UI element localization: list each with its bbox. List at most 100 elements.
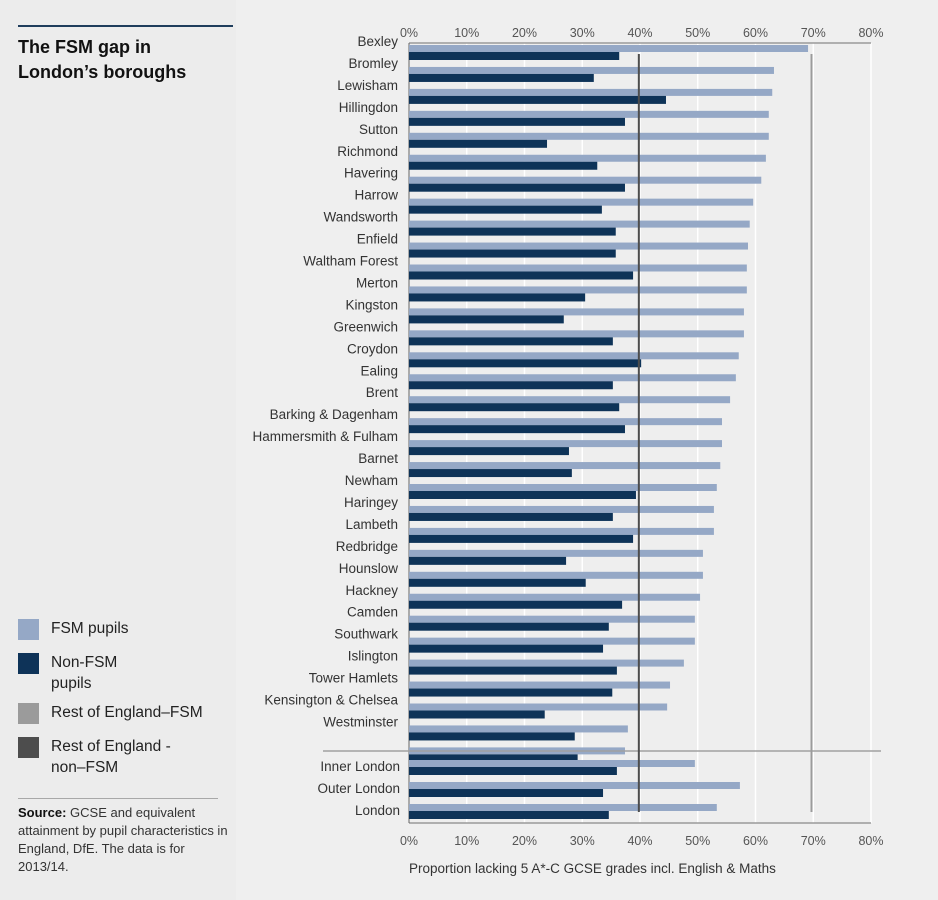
source-rule bbox=[18, 798, 218, 799]
category-label: Hillingdon bbox=[339, 100, 398, 115]
summary-bar-fsm bbox=[409, 760, 695, 767]
bar-non-fsm bbox=[409, 73, 594, 82]
category-label: Richmond bbox=[337, 144, 398, 159]
category-label: Merton bbox=[356, 275, 398, 290]
legend-item-fsm: FSM pupils bbox=[18, 618, 233, 652]
bar-non-fsm bbox=[409, 732, 575, 741]
category-label: Islington bbox=[348, 649, 398, 664]
bar-non-fsm bbox=[409, 534, 634, 543]
bar-non-fsm bbox=[409, 447, 569, 456]
x-tick-label-bottom: 20% bbox=[512, 834, 537, 848]
category-label: Camden bbox=[347, 605, 398, 620]
source-note: Source: GCSE and equivalent attainment b… bbox=[18, 804, 228, 876]
bar-non-fsm bbox=[409, 227, 616, 236]
legend-swatch-fsm bbox=[18, 619, 39, 640]
summary-bar-fsm bbox=[409, 804, 717, 811]
bar-non-fsm bbox=[409, 205, 602, 214]
category-label: Redbridge bbox=[336, 539, 398, 554]
category-label: Hackney bbox=[345, 583, 398, 598]
x-axis-label: Proportion lacking 5 A*-C GCSE grades in… bbox=[409, 861, 776, 876]
bar-non-fsm bbox=[409, 403, 620, 412]
category-label: Harrow bbox=[354, 188, 398, 203]
x-tick-label-bottom: 80% bbox=[858, 834, 883, 848]
category-label: Brent bbox=[366, 385, 399, 400]
legend-item-non-fsm: Non-FSM pupils bbox=[18, 652, 233, 702]
bar-non-fsm bbox=[409, 754, 578, 763]
bar-non-fsm bbox=[409, 337, 613, 346]
bar-non-fsm bbox=[409, 600, 623, 609]
category-label: Bromley bbox=[348, 56, 398, 71]
x-tick-label-top: 70% bbox=[801, 26, 826, 40]
bar-fsm bbox=[409, 88, 773, 96]
category-label: Greenwich bbox=[333, 319, 398, 334]
category-label: Haringey bbox=[344, 495, 398, 510]
bar-fsm bbox=[409, 484, 717, 491]
summary-bar-non-fsm bbox=[409, 811, 609, 819]
bar-non-fsm bbox=[409, 183, 625, 192]
x-tick-label-bottom: 40% bbox=[627, 834, 652, 848]
category-label: Wandsworth bbox=[323, 210, 398, 225]
category-label: Bexley bbox=[357, 34, 398, 49]
bar-non-fsm bbox=[409, 578, 586, 587]
summary-category-label: Outer London bbox=[317, 781, 400, 796]
bar-fsm bbox=[409, 637, 695, 645]
x-tick-label-top: 30% bbox=[570, 26, 595, 40]
bar-non-fsm bbox=[409, 644, 604, 653]
bar-fsm bbox=[409, 462, 721, 470]
x-tick-label-bottom: 30% bbox=[570, 834, 595, 848]
category-label: Southwark bbox=[334, 627, 398, 642]
bar-fsm bbox=[409, 505, 714, 513]
bar-non-fsm bbox=[409, 52, 620, 60]
x-tick-label-top: 40% bbox=[627, 26, 652, 40]
legend-label-rest-non-fsm: Rest of England -non–FSM bbox=[51, 738, 171, 776]
bar-fsm bbox=[409, 264, 747, 272]
bar-non-fsm bbox=[409, 359, 642, 368]
category-label: Enfield bbox=[357, 232, 398, 247]
x-tick-label-bottom: 10% bbox=[454, 834, 479, 848]
bar-non-fsm bbox=[409, 293, 586, 302]
category-label: Kensington & Chelsea bbox=[264, 693, 398, 708]
x-tick-label-top: 60% bbox=[743, 26, 768, 40]
bar-fsm bbox=[409, 352, 739, 360]
bar-fsm bbox=[409, 681, 671, 689]
bar-fsm bbox=[409, 154, 766, 162]
bar-non-fsm bbox=[409, 556, 567, 565]
bar-non-fsm bbox=[409, 512, 613, 521]
bar-fsm bbox=[409, 725, 628, 733]
category-label: Newham bbox=[345, 473, 398, 488]
legend-swatch-non-fsm bbox=[18, 653, 39, 674]
x-tick-label-top: 0% bbox=[400, 26, 418, 40]
legend-label-non-fsm: Non-FSM pupils bbox=[51, 654, 118, 692]
x-tick-label-top: 50% bbox=[685, 26, 710, 40]
x-tick-label-top: 80% bbox=[858, 26, 883, 40]
bar-fsm bbox=[409, 703, 668, 711]
bar-fsm bbox=[409, 176, 762, 184]
category-label: Barking & Dagenham bbox=[270, 407, 398, 422]
category-label: Ealing bbox=[360, 363, 398, 378]
summary-bar-fsm bbox=[409, 782, 740, 789]
bar-fsm bbox=[409, 308, 744, 316]
legend-item-rest-fsm: Rest of England–FSM bbox=[18, 702, 233, 736]
bar-non-fsm bbox=[409, 469, 572, 478]
category-label: Croydon bbox=[347, 341, 398, 356]
summary-category-label: Inner London bbox=[320, 759, 400, 774]
left-panel: The FSM gap in London’s boroughs FSM pup… bbox=[0, 0, 236, 900]
bar-fsm bbox=[409, 330, 744, 338]
bar-non-fsm bbox=[409, 271, 634, 280]
bar-non-fsm bbox=[409, 139, 548, 148]
bar-fsm bbox=[409, 396, 731, 404]
legend: FSM pupils Non-FSM pupils Rest of Englan… bbox=[18, 618, 233, 776]
summary-bar-non-fsm bbox=[409, 767, 617, 775]
category-label: Lewisham bbox=[337, 78, 398, 93]
bar-fsm bbox=[409, 615, 695, 623]
bar-fsm bbox=[409, 374, 736, 382]
x-tick-label-top: 20% bbox=[512, 26, 537, 40]
chart-title: The FSM gap in London’s boroughs bbox=[18, 37, 187, 82]
source-text: GCSE and equivalent attainment by pupil … bbox=[18, 805, 228, 874]
bar-fsm bbox=[409, 286, 747, 294]
bar-fsm bbox=[409, 440, 723, 448]
category-label: Sutton bbox=[359, 122, 398, 137]
category-label: Waltham Forest bbox=[303, 254, 398, 269]
category-label: Hammersmith & Fulham bbox=[252, 429, 398, 444]
